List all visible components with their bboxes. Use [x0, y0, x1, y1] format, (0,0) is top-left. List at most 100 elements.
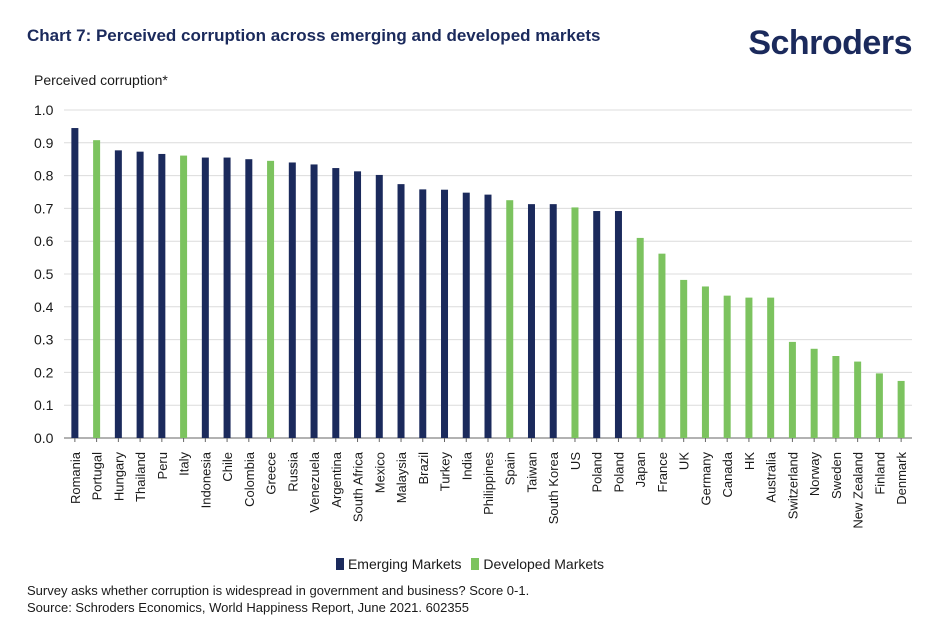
x-tick-label: Colombia: [242, 451, 257, 507]
x-tick-label: New Zealand: [851, 452, 866, 529]
x-tick-label: Venezuela: [307, 451, 322, 512]
x-tick-label: Russia: [285, 451, 300, 492]
y-tick-label: 0.7: [34, 200, 54, 216]
y-axis-label: Perceived corruption*: [34, 72, 168, 88]
bar-denmark: [897, 380, 905, 438]
x-tick-label: Philippines: [481, 452, 496, 515]
bar-australia: [767, 297, 775, 438]
bar-greece: [267, 160, 275, 438]
bar-poland: [614, 211, 622, 438]
x-tick-label: Australia: [764, 451, 779, 502]
bar-argentina: [332, 168, 340, 438]
x-tick-label: UK: [677, 452, 692, 470]
bar-south-africa: [354, 171, 362, 438]
bar-portugal: [93, 140, 101, 438]
chart-title: Chart 7: Perceived corruption across eme…: [27, 26, 601, 45]
bar-malaysia: [397, 184, 405, 438]
x-tick-label: Greece: [264, 452, 279, 495]
legend-label-developed: Developed Markets: [483, 556, 605, 572]
bar-mexico: [375, 174, 383, 438]
x-tick-label: India: [459, 451, 474, 480]
y-tick-label: 0.2: [34, 364, 54, 380]
bar-spain: [506, 200, 514, 438]
x-tick-label: Argentina: [329, 451, 344, 507]
bar-uk: [680, 279, 688, 438]
x-tick-label: Portugal: [90, 452, 105, 501]
bar-russia: [288, 162, 296, 439]
bar-chile: [223, 157, 231, 438]
x-tick-label: Hungary: [111, 452, 126, 502]
x-tick-label: Chile: [220, 452, 235, 482]
bar-finland: [875, 373, 883, 438]
x-tick-label: South Korea: [546, 451, 561, 524]
bar-philippines: [484, 194, 492, 438]
bar-sweden: [832, 356, 840, 438]
legend: Emerging Markets Developed Markets: [0, 556, 940, 573]
x-tick-label: Switzerland: [785, 452, 800, 519]
x-tick-label: Malaysia: [394, 451, 409, 503]
bar-canada: [723, 295, 731, 438]
x-tick-label: Mexico: [372, 452, 387, 493]
footnote-source: Source: Schroders Economics, World Happi…: [27, 600, 470, 615]
bar-turkey: [441, 189, 449, 438]
x-tick-label: Poland: [611, 452, 626, 492]
bar-france: [658, 253, 666, 438]
legend-label-emerging: Emerging Markets: [347, 556, 462, 572]
y-tick-label: 0.0: [34, 430, 54, 446]
bar-south-korea: [549, 204, 557, 438]
x-tick-label: Peru: [155, 452, 170, 479]
bar-hungary: [114, 150, 122, 438]
bar-indonesia: [201, 157, 209, 438]
legend-item-developed: Developed Markets: [471, 556, 604, 572]
x-tick-label: South Africa: [351, 451, 366, 522]
bar-us: [571, 207, 579, 438]
x-tick-label: Brazil: [416, 452, 431, 485]
bar-brazil: [419, 189, 427, 438]
x-tick-label: France: [655, 452, 670, 492]
bar-germany: [701, 286, 709, 438]
legend-swatch-developed: [471, 558, 480, 570]
bar-new-zealand: [854, 361, 862, 438]
x-tick-label: Thailand: [133, 452, 148, 502]
bar-india: [462, 192, 470, 438]
x-tick-label: Sweden: [829, 452, 844, 499]
y-tick-label: 0.9: [34, 135, 54, 151]
bar-thailand: [136, 151, 144, 438]
x-tick-label: Norway: [807, 452, 822, 497]
y-tick-label: 0.5: [34, 266, 54, 282]
x-tick-label: Germany: [698, 452, 713, 506]
x-tick-label: Japan: [633, 452, 648, 487]
bar-romania: [71, 128, 79, 439]
x-tick-label: Finland: [872, 452, 887, 495]
bar-poland: [593, 211, 601, 438]
x-tick-label: Italy: [177, 452, 192, 476]
brand-logo: Schroders: [748, 24, 912, 62]
x-tick-label: Spain: [503, 452, 518, 485]
x-tick-label: US: [568, 452, 583, 470]
y-tick-label: 0.6: [34, 233, 54, 249]
x-tick-label: Indonesia: [198, 451, 213, 508]
x-tick-label: Romania: [68, 451, 83, 504]
y-tick-label: 0.8: [34, 168, 54, 184]
y-tick-label: 0.4: [34, 299, 54, 315]
x-tick-label: Taiwan: [524, 452, 539, 492]
x-tick-label: Canada: [720, 451, 735, 497]
bar-chart: 0.0 0.1 0.2 0.3 0.4 0.5 0.6 0.7 0.8 0.9 1.0 Romania…: [34, 102, 912, 529]
y-tick-label: 0.3: [34, 332, 54, 348]
x-tick-label: HK: [742, 452, 757, 470]
bar-japan: [636, 237, 644, 438]
bar-taiwan: [527, 204, 535, 438]
bar-switzerland: [788, 341, 796, 438]
legend-swatch-emerging: [335, 558, 344, 570]
bar-venezuela: [310, 164, 318, 438]
bar-colombia: [245, 159, 253, 438]
bar-hk: [745, 297, 753, 438]
bar-norway: [810, 348, 818, 438]
legend-item-emerging: Emerging Markets: [335, 556, 462, 572]
bar-peru: [158, 153, 166, 438]
y-tick-label: 0.1: [34, 397, 54, 413]
footnote-note: Survey asks whether corruption is widesp…: [27, 583, 530, 598]
bar-italy: [180, 155, 188, 439]
y-tick-label: 1.0: [34, 102, 54, 118]
x-tick-label: Denmark: [894, 452, 909, 505]
